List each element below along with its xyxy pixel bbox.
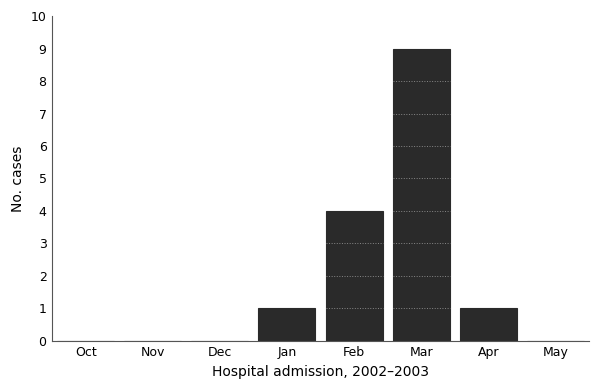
Bar bbox=[392, 49, 449, 341]
Bar bbox=[460, 308, 517, 341]
Bar bbox=[259, 308, 316, 341]
Bar bbox=[326, 211, 383, 341]
X-axis label: Hospital admission, 2002–2003: Hospital admission, 2002–2003 bbox=[212, 365, 429, 379]
Y-axis label: No. cases: No. cases bbox=[11, 145, 25, 212]
